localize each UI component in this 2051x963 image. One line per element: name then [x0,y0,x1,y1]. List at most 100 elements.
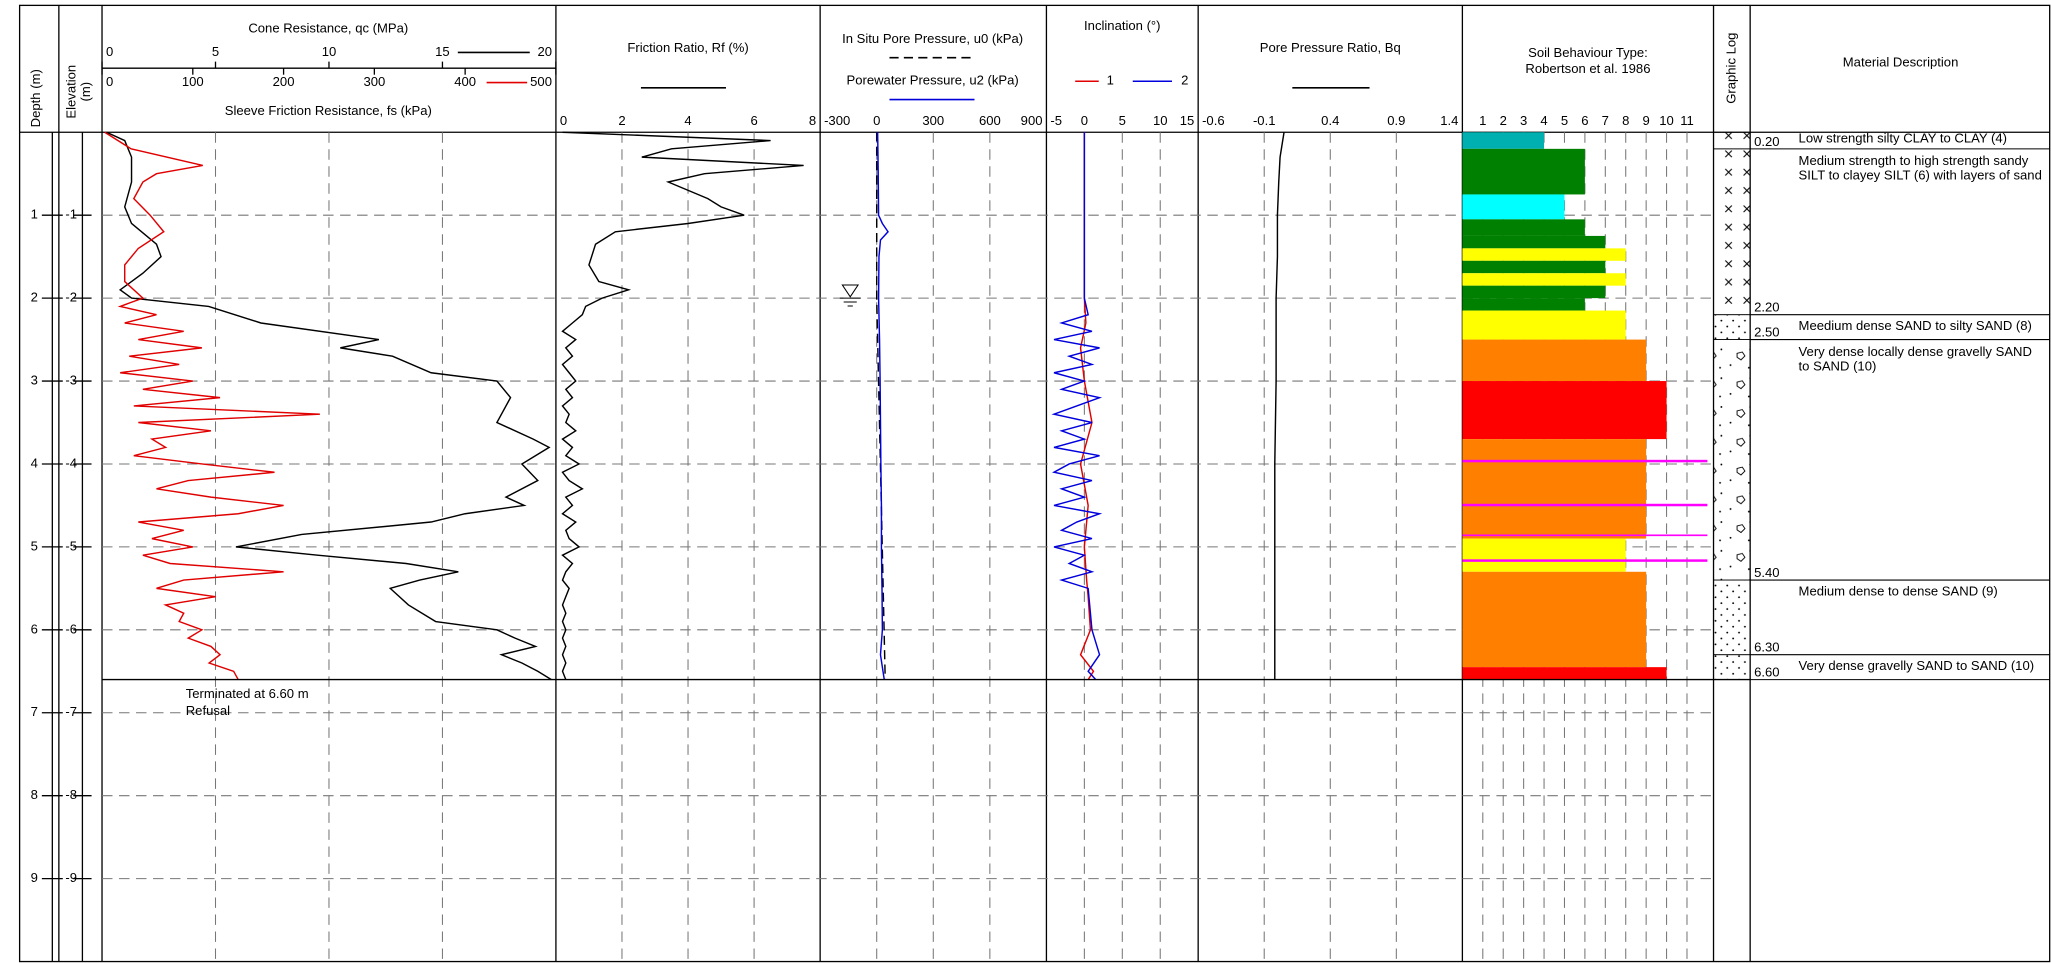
depth-tick-label: 3 [31,372,38,387]
layer-description: Very dense locally dense gravelly SAND t… [1799,345,2045,374]
x-tick-label: 1 [1479,113,1486,128]
sbt-bar [1462,219,1585,236]
x-tick-label: 4 [684,113,691,128]
sbt-bar [1462,132,1544,149]
elevation-tick-label: -5 [65,538,77,553]
x2-tick-label: 500 [530,74,552,89]
sbt-bar [1462,261,1605,273]
sbt-bar [1462,236,1605,248]
x-tick-label: 900 [1021,113,1043,128]
depth-tick-label: 6 [31,621,38,636]
page: Depth (m) Elevation (m) Graphic Log Mate… [0,0,2051,963]
sbt-bar [1462,667,1666,679]
x-tick-label: -300 [824,113,850,128]
panel-title: In Situ Pore Pressure, u0 (kPa) [842,31,1023,46]
x2-tick-label: 200 [273,74,295,89]
depth-tick-label: 7 [31,704,38,719]
x-tick-label: 7 [1602,113,1609,128]
panel-title: Robertson et al. 1986 [1525,61,1650,76]
elevation-tick-label: -7 [65,704,77,719]
x-tick-label: 15 [1180,113,1195,128]
x-tick-label: 2 [1500,113,1507,128]
layer-description: Very dense gravelly SAND to SAND (10) [1799,660,2045,674]
x-tick-label: -5 [1050,113,1062,128]
sbt-bar [1462,559,1707,561]
layer-description: Medium dense to dense SAND (9) [1799,585,2045,599]
graphic-log-layer [1714,580,1751,655]
layer-description: Low strength silty CLAY to CLAY (4) [1799,132,2045,146]
panel-title: Inclination (°) [1084,18,1160,33]
x-tick-label: 0 [560,113,567,128]
sbt-bar [1462,311,1625,340]
x-tick-label: 0 [873,113,880,128]
x-tick-label: 3 [1520,113,1527,128]
x-tick-label: 2 [618,113,625,128]
x-tick-label: 6 [1581,113,1588,128]
description-box: Very dense locally dense gravelly SAND t… [1799,345,2045,410]
layer-depth-label: 2.50 [1754,324,1779,339]
series-line [1081,132,1094,679]
x-tick-label: 8 [809,113,816,128]
series-line [1275,132,1284,679]
x-tick-label: 20 [537,44,552,59]
sbt-bar [1462,149,1585,195]
sbt-bar [1462,194,1564,219]
x-tick-label: 600 [979,113,1001,128]
sbt-bar [1462,572,1646,667]
sbt-bar [1462,534,1707,536]
description-box: Medium dense to dense SAND (9) [1799,585,2045,650]
x-tick-label: 10 [322,44,337,59]
graphic-log-layer [1714,315,1751,340]
x-tick-label: 6 [750,113,757,128]
elevation-title: (m) [78,82,93,102]
elevation-tick-label: -8 [65,787,77,802]
x-tick-label: 0 [106,44,113,59]
series-line [105,132,320,679]
layer-description: Medium strength to high strength sandy S… [1799,154,2045,183]
x-tick-label: 15 [435,44,450,59]
graphic-log-layer [1714,340,1751,580]
layer-description: Meedium dense SAND to silty SAND (8) [1799,320,2045,334]
panel-title: Friction Ratio, Rf (%) [627,40,748,55]
depth-tick-label: 1 [31,207,38,222]
sbt-bar [1462,248,1625,260]
legend-label: 1 [1107,73,1114,88]
panel-title: Sleeve Friction Resistance, fs (kPa) [225,103,432,118]
cpt-log: Depth (m) Elevation (m) Graphic Log Mate… [0,0,2051,963]
depth-tick-label: 9 [31,870,38,885]
x-tick-label: 1.4 [1440,113,1458,128]
sbt-bar [1462,460,1707,462]
panel-title: Soil Behaviour Type: [1528,45,1648,60]
elevation-tick-label: -3 [65,372,77,387]
graphic-log-layer [1714,149,1751,315]
graphic-log-layer [1714,132,1751,149]
legend-label: 2 [1181,73,1188,88]
layer-depth-label: 5.40 [1754,565,1779,580]
annotation: Refusal [186,703,230,718]
x-tick-label: 9 [1643,113,1650,128]
x-tick-label: 10 [1659,113,1674,128]
panel-title: Cone Resistance, qc (MPa) [248,20,408,35]
x-tick-label: 0.9 [1387,113,1405,128]
series-line [563,132,804,679]
layer-depth-label: 0.20 [1754,134,1779,149]
description-box: Very dense gravelly SAND to SAND (10) [1799,660,2045,725]
x-tick-label: 8 [1622,113,1629,128]
series-line [1054,132,1100,679]
water-table [840,285,861,306]
x-tick-label: 0.4 [1321,113,1339,128]
sbt-bar [1462,340,1646,381]
layer-depth-label: 6.60 [1754,665,1779,680]
x2-tick-label: 300 [363,74,385,89]
x-tick-label: 5 [212,44,219,59]
depth-tick-label: 5 [31,538,38,553]
panel-title: Porewater Pressure, u2 (kPa) [846,73,1018,88]
x-tick-label: 5 [1561,113,1568,128]
layer-depth-label: 2.20 [1754,300,1779,315]
sbt-bar [1462,286,1605,298]
sbt-bar [1462,273,1625,285]
material-title: Material Description [1843,54,1959,69]
depth-title: Depth (m) [28,69,43,127]
graphic-log-title: Graphic Log [1723,33,1738,104]
description-box: Medium strength to high strength sandy S… [1799,154,2045,219]
